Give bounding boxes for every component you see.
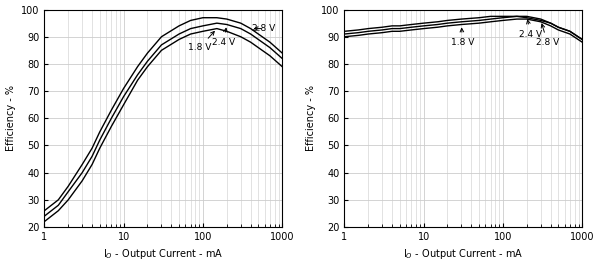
Text: 1.8 V: 1.8 V	[188, 32, 214, 52]
X-axis label: I$_O$ - Output Current - mA: I$_O$ - Output Current - mA	[103, 248, 223, 261]
Text: 2.8 V: 2.8 V	[253, 24, 275, 33]
Y-axis label: Efficiency - %: Efficiency - %	[305, 85, 316, 151]
Text: 2.4 V: 2.4 V	[519, 20, 542, 38]
Text: 2.8 V: 2.8 V	[536, 24, 559, 47]
Text: 1.8 V: 1.8 V	[451, 28, 474, 47]
Text: 2.4 V: 2.4 V	[212, 28, 235, 47]
Y-axis label: Efficiency - %: Efficiency - %	[5, 85, 16, 151]
X-axis label: I$_O$ - Output Current - mA: I$_O$ - Output Current - mA	[403, 248, 523, 261]
